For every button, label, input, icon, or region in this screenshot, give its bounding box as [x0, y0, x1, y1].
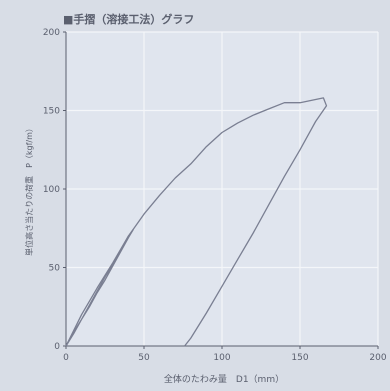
series-line-2 — [65, 97, 328, 347]
chart-title: ■手摺（溶接工法）グラフ — [63, 12, 194, 26]
y-tick-label: 200 — [43, 28, 60, 38]
y-tick-label: 100 — [43, 185, 60, 195]
y-tick-label: 150 — [43, 107, 60, 117]
y-axis-label: 単位高さ当たりの荷重 P（kgf/m） — [24, 124, 34, 256]
x-tick-label: 50 — [138, 353, 150, 363]
x-axis-label: 全体のたわみ量 D1（mm） — [164, 373, 284, 385]
x-tick-label: 0 — [63, 353, 69, 363]
y-tick-label: 50 — [49, 264, 61, 274]
x-tick-label: 150 — [291, 353, 308, 363]
x-tick-label: 200 — [369, 353, 386, 363]
y-tick-label: 0 — [54, 342, 60, 352]
x-tick-label: 100 — [213, 353, 230, 363]
plot-area: 0 50 100 150 200 0 50 100 150 200 — [43, 28, 387, 363]
